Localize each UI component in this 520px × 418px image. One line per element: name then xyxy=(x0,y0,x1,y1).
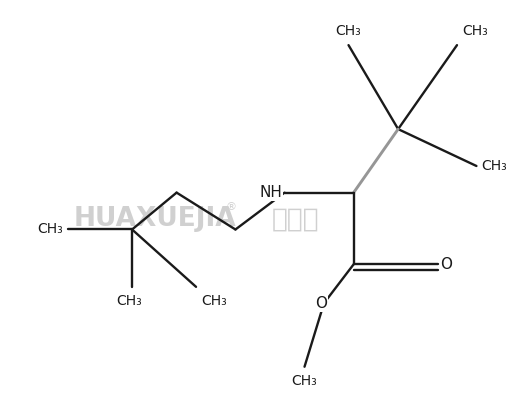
Text: NH: NH xyxy=(259,185,282,200)
Text: CH₃: CH₃ xyxy=(292,374,317,388)
Text: CH₃: CH₃ xyxy=(462,24,488,38)
Text: O: O xyxy=(316,296,328,311)
Text: CH₃: CH₃ xyxy=(335,24,361,38)
Text: 化学加: 化学加 xyxy=(272,206,320,232)
Text: CH₃: CH₃ xyxy=(37,222,63,237)
Text: CH₃: CH₃ xyxy=(482,159,508,173)
Text: ®: ® xyxy=(225,202,236,212)
Text: O: O xyxy=(440,257,452,272)
Text: CH₃: CH₃ xyxy=(116,294,142,308)
Text: HUAXUEJIA: HUAXUEJIA xyxy=(74,206,237,232)
Text: CH₃: CH₃ xyxy=(201,294,227,308)
